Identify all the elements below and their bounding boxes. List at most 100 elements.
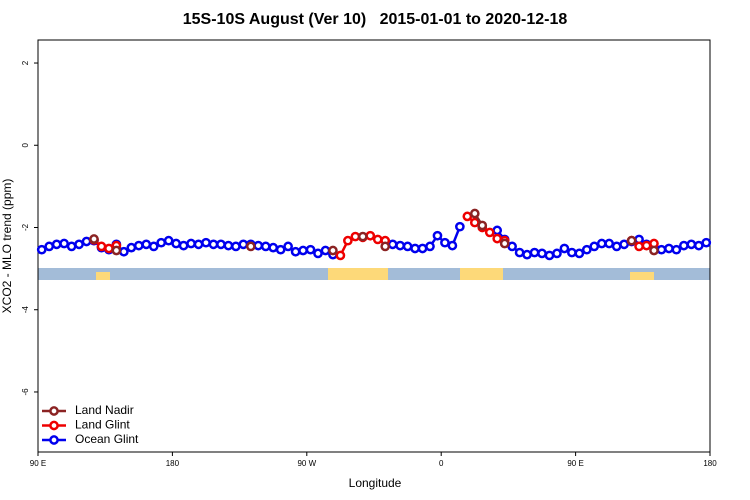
data-point: [365, 230, 376, 241]
data-point: [66, 241, 77, 252]
data-point: [589, 241, 600, 252]
data-point: [492, 233, 503, 244]
x-tick-label: 180: [703, 459, 717, 468]
legend-label: Land Glint: [75, 418, 130, 432]
data-point: [81, 236, 92, 247]
data-point: [290, 246, 301, 257]
land-mask: [38, 268, 710, 280]
data-point: [469, 217, 480, 228]
data-point: [178, 240, 189, 251]
data-point: [268, 242, 279, 253]
data-point: [679, 240, 689, 251]
data-point: [380, 241, 391, 252]
data-point: [537, 248, 547, 259]
data-point: [171, 238, 181, 249]
data-point: [328, 245, 338, 256]
data-point: [275, 244, 286, 255]
x-tick-label: 90 E: [567, 459, 583, 468]
data-point: [507, 241, 517, 252]
data-point: [402, 241, 413, 252]
data-point: [596, 238, 607, 249]
data-point: [604, 238, 615, 249]
data-point: [313, 248, 323, 259]
data-point: [522, 249, 532, 260]
data-point: [96, 241, 107, 252]
y-tick-label: -4: [21, 306, 30, 314]
data-point: [432, 230, 443, 241]
data-point: [649, 245, 659, 256]
data-point: [156, 237, 167, 248]
data-point: [671, 244, 682, 255]
data-point: [36, 244, 47, 255]
data-point: [455, 221, 465, 232]
legend-marker: [49, 435, 59, 445]
land-strip: [630, 272, 654, 280]
data-point: [477, 220, 488, 231]
data-point: [59, 238, 69, 249]
data-point: [499, 238, 510, 249]
data-point: [410, 243, 420, 254]
data-point: [74, 239, 84, 250]
x-tick-label: 0: [439, 459, 444, 468]
data-point: [372, 234, 383, 245]
data-point: [567, 247, 577, 258]
data-point: [484, 227, 495, 238]
land-strip: [328, 268, 388, 280]
data-point: [163, 235, 174, 246]
data-point: [440, 237, 450, 248]
data-point: [492, 225, 503, 236]
data-point: [387, 239, 398, 250]
data-point: [462, 211, 473, 222]
legend-marker: [49, 406, 59, 416]
y-tick-label: -6: [21, 388, 30, 396]
data-point: [44, 241, 55, 252]
data-point: [529, 247, 540, 258]
legend-label: Land Nadir: [75, 403, 134, 417]
data-point: [552, 248, 562, 259]
data-point: [298, 245, 308, 256]
data-point: [626, 235, 637, 246]
data-point: [395, 240, 405, 251]
land-strip: [96, 272, 110, 280]
data-point: [447, 240, 458, 251]
data-point: [245, 241, 256, 252]
data-point: [141, 239, 152, 250]
legend-label: Ocean Glint: [75, 432, 139, 446]
x-tick-label: 180: [166, 459, 180, 468]
data-point: [253, 240, 264, 251]
data-point: [104, 243, 114, 254]
data-point: [425, 241, 435, 252]
data-point: [701, 237, 712, 248]
data-point: [216, 239, 226, 250]
data-point: [634, 241, 644, 252]
data-point: [186, 238, 196, 249]
data-point: [111, 245, 122, 256]
data-point: [260, 241, 271, 252]
data-point: [89, 234, 99, 244]
data-point: [148, 241, 159, 252]
data-point: [581, 244, 592, 255]
chart-title: 15S-10S August (Ver 10) 2015-01-01 to 20…: [183, 11, 568, 28]
y-axis-label: XCO2 - MLO trend (ppm): [0, 179, 14, 314]
data-point: [283, 241, 293, 252]
data-point: [656, 244, 667, 255]
data-point: [201, 237, 211, 248]
y-tick-label: 2: [21, 60, 30, 65]
data-point: [51, 239, 62, 250]
land-strip: [460, 268, 503, 280]
data-point: [208, 239, 219, 250]
data-point: [193, 239, 204, 250]
data-point: [641, 240, 652, 251]
data-point: [417, 243, 428, 254]
data-point: [619, 239, 629, 250]
data-point: [231, 241, 241, 252]
data-point: [559, 243, 570, 254]
x-tick-label: 90 W: [297, 459, 316, 468]
y-tick-label: 0: [21, 142, 30, 147]
data-point: [126, 242, 137, 253]
data-point: [238, 239, 249, 250]
data-point: [223, 240, 234, 251]
x-axis-label: Longitude: [349, 476, 402, 490]
data-point: [350, 231, 361, 242]
